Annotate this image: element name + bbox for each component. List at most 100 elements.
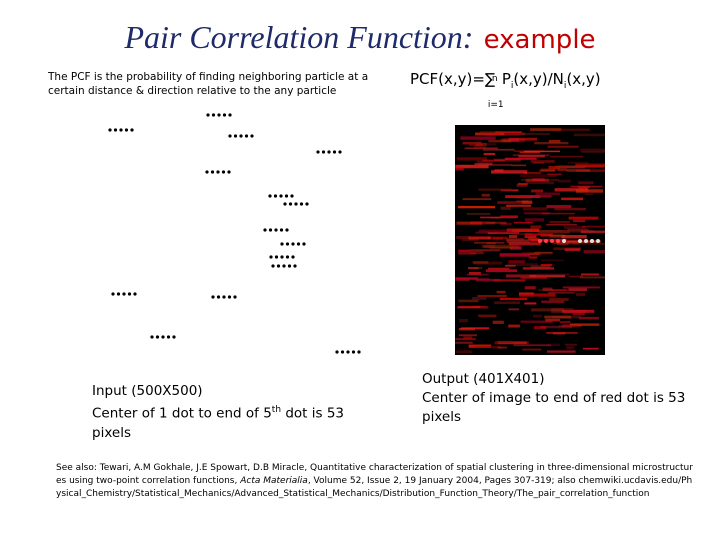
dot [222,295,226,299]
streak [471,297,487,300]
streak [462,141,482,145]
center-dot [596,239,600,243]
dot [338,150,342,154]
dot [222,113,227,117]
streak [455,278,470,281]
streak [491,170,528,174]
formula-sub: i [510,81,514,91]
streak [477,295,507,297]
streak [510,243,539,245]
streak [582,347,599,350]
output-caption: Output (401X401) Center of image to end … [422,370,717,427]
streak [530,160,555,163]
formula-lhs: PCF(x,y)=∑ [410,70,496,88]
streak [493,158,521,162]
streak [533,326,547,330]
streak [524,235,537,239]
streak [572,312,585,316]
streak [561,234,587,239]
streak [497,201,533,204]
input-dots [108,113,361,354]
dot [346,350,350,354]
streak [556,241,569,246]
streak [481,244,520,248]
streak [551,289,568,292]
streak [464,147,498,150]
streak [459,277,490,280]
streak [524,233,553,236]
streak [506,228,540,233]
streak [469,221,496,225]
center-dot [550,239,554,243]
streak [487,232,520,235]
reference: See also: Tewari, A.M Gokhale, J.E Spowa… [56,462,696,501]
dot [273,194,278,198]
streak [456,157,488,161]
dot [250,134,254,138]
streak [508,235,518,239]
dot [119,128,123,132]
dot [294,202,298,206]
streak [530,128,562,131]
streak [548,166,560,170]
streak [455,167,464,171]
streak [511,164,527,167]
streak [535,192,560,195]
streak [555,165,586,169]
streak [579,187,588,190]
streak [500,206,511,210]
dot [206,113,210,117]
streak [483,143,497,146]
dot [239,134,243,138]
streak [485,269,518,273]
streak [523,212,550,215]
dot [217,113,221,117]
output-text: Center of image to end of red dot is 53 … [422,390,686,425]
dot [221,170,226,174]
streak [504,264,516,267]
streak [482,159,506,162]
dot [305,202,309,206]
streak [468,236,491,240]
streak [557,168,567,171]
streak [523,172,542,174]
streak [573,219,586,223]
dot [288,202,293,206]
center-dot [578,239,582,243]
streak [508,324,520,328]
streak [568,275,584,278]
streak [520,174,557,177]
streak [558,179,571,183]
streak [536,273,570,276]
dot [211,295,215,299]
streak [473,145,487,148]
streak [538,230,570,234]
dot [155,335,160,339]
dot [263,228,267,232]
streak [530,265,551,269]
dot [216,170,220,174]
dot [291,255,295,259]
streak [460,136,496,140]
streak [458,299,479,303]
streak [554,188,589,192]
streak [505,274,537,278]
streak [468,272,481,275]
streak [542,287,553,291]
streak [580,230,605,233]
streak [529,274,566,278]
streak [499,253,530,257]
streak [548,139,561,143]
reference-journal: Acta Materialia [240,476,308,486]
streak [533,314,542,318]
streak [576,292,586,296]
streak [457,205,496,209]
dot [233,295,237,299]
streak [481,193,490,197]
streak [580,273,600,276]
streak [575,163,605,167]
streak [483,152,496,156]
streak [528,256,538,259]
streak [580,148,605,152]
formula-lower: i=1 [487,100,504,110]
